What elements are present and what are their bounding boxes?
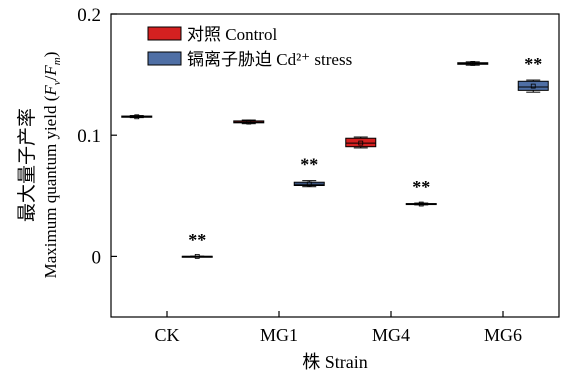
- x-tick-label: MG6: [484, 325, 522, 345]
- legend-label-control: 对照 Control: [187, 25, 277, 44]
- x-tick-label: MG1: [260, 325, 298, 345]
- significance-mark: **: [524, 54, 542, 74]
- plot-frame: [110, 13, 560, 318]
- box-cd-stress-mg6: [517, 79, 549, 93]
- x-tick-label: CK: [154, 325, 179, 345]
- significance-labels: ** ** ** **: [188, 54, 542, 250]
- y-tick-label: 0: [92, 247, 102, 268]
- box-control-mg6: [457, 61, 489, 66]
- legend: 对照 Control 镉离子胁迫 Cd²⁺ stress: [147, 25, 352, 69]
- y-tick-labels: 0 0.1 0.2: [77, 5, 101, 268]
- box-cd-stress-mg1: [293, 180, 325, 188]
- y-label-fm-sub: m: [51, 57, 63, 65]
- y-axis-label-en: Maximum quantum yield (Fv/Fm): [41, 52, 63, 279]
- y-axis-label-zh: 最大量子产率: [16, 108, 38, 222]
- box-mean: [418, 201, 424, 207]
- significance-mark: **: [300, 155, 318, 175]
- legend-label-cd-stress: 镉离子胁迫 Cd²⁺ stress: [187, 50, 352, 69]
- box-series: [121, 61, 549, 259]
- box-mean: [358, 140, 364, 146]
- box-cd-stress-ck: [181, 253, 213, 259]
- y-label-fv: F: [41, 85, 60, 97]
- x-tick-label: MG4: [372, 325, 410, 345]
- significance-mark: **: [412, 177, 430, 197]
- y-label-close: ): [41, 52, 60, 58]
- box-control-mg4: [345, 136, 377, 149]
- box-mean: [134, 114, 140, 120]
- box-control-mg1: [233, 119, 265, 125]
- x-tick-labels: CK MG1 MG4 MG6: [154, 325, 522, 345]
- y-label-fm: F: [41, 65, 60, 77]
- box-mean: [194, 253, 200, 259]
- box-body: [345, 137, 377, 148]
- box-mean: [470, 61, 476, 66]
- y-label-fv-sub: v: [51, 80, 63, 85]
- y-tick-label: 0.2: [77, 5, 101, 26]
- box-mean: [246, 119, 252, 125]
- box-control-ck: [121, 114, 153, 120]
- legend-swatch-control: [147, 26, 182, 41]
- significance-mark: **: [188, 230, 206, 250]
- legend-swatch-cd-stress: [147, 51, 182, 66]
- axis-ticks: [111, 13, 504, 317]
- box-mean: [530, 83, 536, 89]
- box-body: [517, 80, 549, 91]
- y-tick-label: 0.1: [77, 126, 101, 147]
- x-axis-label: 株 Strain: [302, 352, 368, 372]
- box-mean: [306, 181, 312, 187]
- box-cd-stress-mg4: [405, 201, 437, 207]
- y-label-prefix: Maximum quantum yield (: [41, 95, 60, 278]
- y-label-slash: /: [41, 75, 60, 80]
